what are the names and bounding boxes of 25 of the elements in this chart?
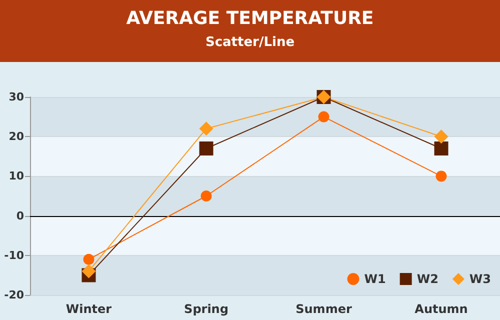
point — [199, 122, 214, 136]
y-tick-label: 20 — [8, 130, 24, 144]
header-banner: AVERAGE TEMPERATURE Scatter/Line — [0, 0, 500, 62]
point — [434, 141, 448, 156]
x-tick-label: Summer — [296, 302, 352, 316]
y-tick-label: 10 — [8, 170, 24, 183]
chart-subtitle: Scatter/Line — [204, 35, 296, 50]
x-tick-label: Spring — [184, 302, 228, 316]
point — [318, 111, 330, 122]
legend-label: W2 — [416, 272, 438, 286]
legend-label: W1 — [364, 272, 386, 286]
chart-title: AVERAGE TEMPERATURE — [125, 8, 375, 29]
y-tick-label: 0 — [16, 209, 24, 222]
y-tick-label: -10 — [4, 248, 24, 262]
point — [436, 170, 447, 182]
x-tick-label: Autumn — [414, 302, 468, 316]
point — [199, 141, 214, 156]
point — [82, 264, 96, 278]
point — [200, 190, 212, 202]
point — [434, 130, 448, 144]
x-tick-label: Winter — [66, 302, 112, 316]
y-tick-label: 30 — [8, 90, 24, 104]
y-tick-label: -20 — [4, 288, 24, 302]
legend-label: W3 — [469, 272, 492, 286]
point — [83, 254, 94, 265]
